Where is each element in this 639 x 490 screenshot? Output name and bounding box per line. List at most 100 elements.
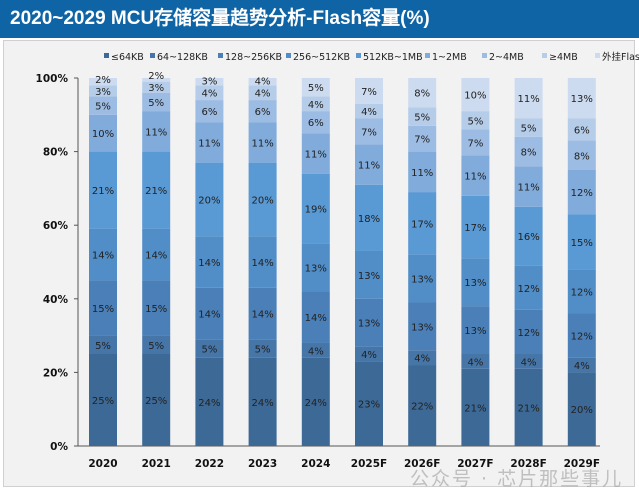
data-label: 16% [517,232,539,243]
bar-segment [195,236,224,288]
bar-segment [248,339,277,358]
data-label: 5% [521,124,537,135]
data-label: 8% [574,151,590,162]
data-label: 14% [92,251,114,262]
bar-segment [514,136,543,167]
data-label: 7% [414,135,430,146]
data-label: 11% [517,94,539,105]
bar-segment [248,85,277,101]
chart-title: 2020~2029 MCU存储容量趋势分析-Flash容量(%) [0,0,639,38]
data-label: 3% [201,77,217,88]
data-label: 4% [201,89,217,100]
bar-segment [514,118,543,137]
bar-segment [301,78,330,97]
bar-segment [355,103,383,119]
bar-segment [195,162,224,237]
bar-segment [248,287,277,340]
data-label: 11% [464,172,486,183]
bar-segment [461,78,490,112]
bar-segment [461,354,490,369]
bar-segment [408,365,437,446]
data-label: 14% [251,310,273,321]
legend-label: ≤64KB [111,52,144,63]
data-label: 14% [198,310,220,321]
data-label: 4% [308,100,324,111]
data-label: 11% [517,183,539,194]
bar-segment [195,85,224,101]
x-tick-label: 2026F [404,458,440,470]
data-label: 22% [411,402,433,413]
bar-segment [567,313,596,358]
data-label: 13% [305,264,327,275]
data-label: 23% [358,400,380,411]
bar-segment [142,151,171,229]
data-label: 5% [467,116,483,127]
bar-segment [355,361,383,446]
legend-swatch [150,53,155,58]
bar-segment [408,78,437,108]
bar-segment [142,78,171,82]
data-label: 13% [464,278,486,289]
data-label: 15% [145,304,167,315]
bar-segment [567,372,596,446]
data-label: 17% [464,223,486,234]
data-label: 13% [571,94,593,105]
bar-segment [142,111,171,152]
data-label: 19% [305,205,327,216]
bar-segment [89,280,117,336]
data-label: 14% [145,251,167,262]
data-label: 4% [361,107,377,118]
bar-segment [355,78,383,104]
data-label: 12% [571,188,593,199]
bar-segment [567,214,596,270]
data-label: 5% [148,98,164,109]
bar-segment [567,78,596,119]
data-label: 5% [201,344,217,355]
watermark: 公众号 · 芯片那些事儿 [410,468,624,490]
bar-segment [248,162,277,237]
bar-segment [142,228,171,281]
data-label: 11% [251,138,273,149]
y-tick-label: 0% [50,441,68,453]
bar-segment [301,111,330,134]
data-label: 13% [411,275,433,286]
bar-segment [461,368,490,446]
data-label: 21% [145,186,167,197]
data-label: 6% [308,118,324,129]
y-tick-label: 60% [43,220,69,232]
data-label: 25% [145,396,167,407]
data-label: 8% [414,89,430,100]
legend-swatch [356,53,361,58]
data-label: 21% [92,186,114,197]
data-label: 24% [198,398,220,409]
bar-segment [248,236,277,288]
data-label: 5% [414,113,430,124]
data-label: 24% [251,398,273,409]
data-label: 11% [411,168,433,179]
data-label: 4% [414,354,430,365]
x-tick-label: 2027F [457,458,493,470]
bar-segment [89,354,117,446]
data-label: 4% [255,89,271,100]
legend-swatch [104,53,109,58]
data-label: 7% [467,138,483,149]
bar-segment [195,339,224,358]
data-label: 5% [95,102,111,113]
data-label: 10% [92,129,114,140]
legend-swatch [482,53,487,58]
data-label: 17% [411,219,433,230]
bar-segment [301,357,330,446]
data-label: 14% [251,258,273,269]
data-label: 7% [361,127,377,138]
legend-swatch [595,53,600,58]
data-label: 13% [358,319,380,330]
bar-segment [514,354,543,369]
bar-segment [514,265,543,310]
bar-segment [248,100,277,123]
x-tick-label: 2028F [510,458,546,470]
data-label: 2% [148,71,164,82]
bar-segment [355,144,383,185]
data-label: 3% [148,83,164,94]
bar-segment [89,96,117,115]
bar-segment [408,125,437,152]
